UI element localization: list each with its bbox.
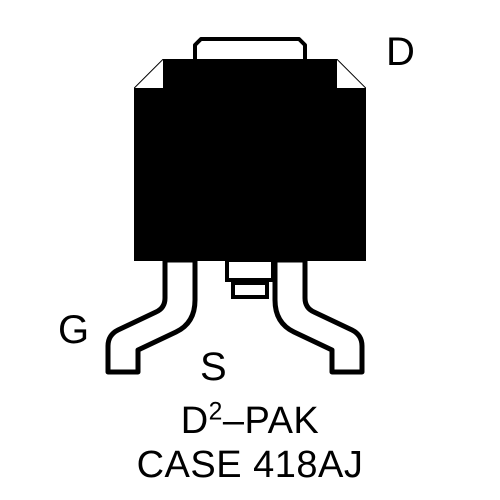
- package-diagram: D G S D2–PAK CASE 418AJ: [0, 0, 500, 500]
- caption-suffix: –PAK: [223, 400, 319, 442]
- pin-label-drain: D: [386, 30, 415, 75]
- caption-prefix: D: [181, 400, 209, 442]
- caption-line-1: D2–PAK: [0, 400, 500, 443]
- caption-line-2: CASE 418AJ: [0, 444, 500, 487]
- pin-label-gate: G: [58, 308, 89, 353]
- caption-super: 2: [209, 398, 223, 425]
- pin-label-source: S: [200, 345, 227, 390]
